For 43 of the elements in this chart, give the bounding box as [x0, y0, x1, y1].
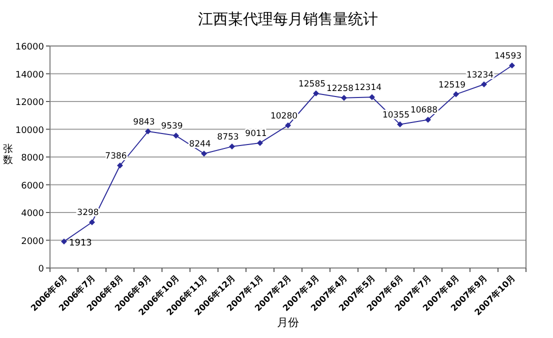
y-tick-label: 10000: [15, 126, 44, 136]
data-label: 8244: [189, 140, 211, 150]
point: [397, 121, 403, 128]
y-tick-label: 4000: [21, 209, 44, 219]
point: [61, 238, 67, 244]
y-axis-title: 张数: [3, 143, 13, 166]
point: [229, 144, 235, 150]
point: [453, 91, 459, 98]
data-label: 12585: [298, 79, 326, 90]
point: [89, 219, 95, 226]
point: [117, 162, 123, 169]
point: [145, 128, 151, 134]
point: [201, 150, 207, 157]
point: [313, 90, 319, 96]
data-label: 9843: [133, 117, 155, 128]
point: [425, 116, 431, 123]
point: [509, 62, 515, 69]
data-label: 9539: [161, 122, 183, 132]
y-tick-label: 8000: [21, 154, 44, 164]
data-label: 9011: [245, 128, 267, 139]
data-label: 8753: [217, 132, 239, 143]
data-label: 10688: [410, 106, 438, 116]
point: [369, 94, 375, 100]
y-tick-label: 6000: [21, 181, 44, 192]
x-axis-title: 月份: [277, 316, 299, 329]
point: [341, 94, 347, 101]
point: [285, 122, 291, 128]
data-label: 14593: [494, 52, 522, 62]
y-tick-label: 2000: [21, 236, 44, 247]
title: 江西某代理每月销售量统计: [198, 10, 378, 28]
y-tick-label: 16000: [15, 42, 44, 52]
data-label: 7386: [105, 152, 127, 162]
y-tick-label: 0: [38, 264, 44, 274]
point: [481, 81, 487, 88]
point: [257, 140, 263, 146]
y-tick-label: 14000: [15, 70, 44, 80]
y-tick-label: 12000: [15, 98, 44, 108]
point: [173, 132, 179, 139]
data-label: 12258: [326, 84, 354, 94]
data-label: 12314: [354, 83, 382, 94]
data-label: 1913: [69, 238, 92, 248]
data-label: 12519: [438, 80, 466, 90]
data-label: 13234: [466, 70, 494, 80]
